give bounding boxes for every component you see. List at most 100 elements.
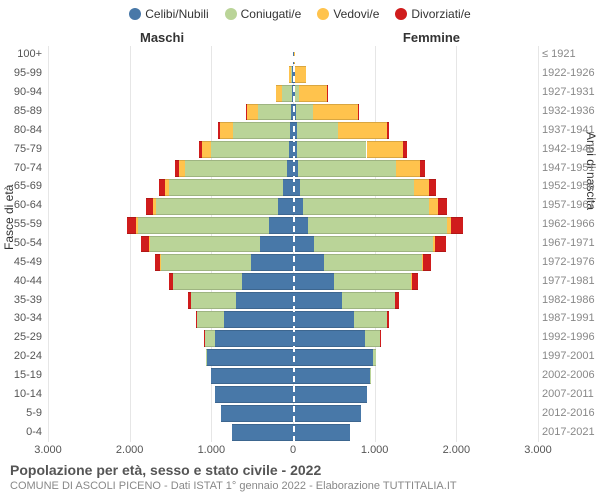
legend-swatch [395,8,407,20]
bar-segment [293,311,354,328]
bar-segment [141,236,149,253]
age-label: 0-4 [0,426,46,438]
x-tick-label: 2.000 [116,444,144,456]
bar-segment [412,273,418,290]
bar-segment [423,254,431,271]
birth-year-label: 1952-1956 [538,180,600,192]
birth-year-label: 1962-1966 [538,218,600,230]
bar-segment [282,85,292,102]
bar-segment [342,292,395,309]
age-label: 45-49 [0,256,46,268]
bar-segment [293,424,350,441]
birth-year-label: 1947-1951 [538,162,600,174]
legend-item: Celibi/Nubili [129,6,208,21]
legend-label: Divorziati/e [411,7,470,21]
bar-segment [387,311,389,328]
population-pyramid-chart: Celibi/Nubili Coniugati/e Vedovi/e Divorzia… [0,0,600,500]
bar-segment [211,141,289,158]
age-label: 60-64 [0,199,46,211]
bar-segment [295,66,306,83]
age-label: 35-39 [0,294,46,306]
bar-segment [269,217,294,234]
bar-segment [300,179,414,196]
bar-segment [293,217,308,234]
x-axis: 3.0002.0001.00001.0002.0003.000 [48,444,538,462]
bar-segment [293,368,370,385]
birth-year-label: 2017-2021 [538,426,600,438]
bar-segment [127,217,136,234]
bar-segment [218,122,220,139]
bar-segment [232,424,293,441]
birth-year-label: 1987-1991 [538,312,600,324]
bar-segment [215,330,293,347]
age-label: 25-29 [0,331,46,343]
bar-segment [138,217,269,234]
bar-segment [395,292,398,309]
bar-segment [297,141,366,158]
age-axis: 100+95-9990-9485-8980-8475-7970-7465-696… [0,46,46,442]
bar-segment [451,217,462,234]
legend-label: Coniugati/e [241,7,302,21]
birth-year-label: 1937-1941 [538,124,600,136]
bar-segment [165,179,169,196]
age-label: 90-94 [0,86,46,98]
legend-swatch [225,8,237,20]
bar-segment [202,141,212,158]
bar-segment [258,104,291,121]
birth-year-label: 1977-1981 [538,275,600,287]
bar-segment [199,141,201,158]
bar-segment [296,104,312,121]
age-label: 100+ [0,48,46,60]
age-label: 30-34 [0,312,46,324]
bar-segment [224,311,293,328]
age-label: 75-79 [0,143,46,155]
bar-segment [293,330,365,347]
birth-year-label: 1922-1926 [538,67,600,79]
bar-segment [293,273,334,290]
bar-segment [313,104,358,121]
bar-segment [175,160,179,177]
age-label: 80-84 [0,124,46,136]
birth-year-label: 1927-1931 [538,86,600,98]
birth-year-label: ≤ 1921 [538,48,600,60]
age-label: 65-69 [0,180,46,192]
bar-segment [403,141,406,158]
birth-year-label: 1997-2001 [538,350,600,362]
bar-segment [191,292,236,309]
birth-year-label: 2007-2011 [538,388,600,400]
bar-segment [365,330,380,347]
bar-segment [220,122,233,139]
birth-year-label: 1932-1936 [538,105,600,117]
bar-segment [188,292,190,309]
birth-year-label: 1967-1971 [538,237,600,249]
legend-label: Celibi/Nubili [145,7,208,21]
legend-item: Divorziati/e [395,6,470,21]
bar-segment [211,368,293,385]
legend-swatch [129,8,141,20]
bar-segment [367,141,404,158]
bar-segment [161,254,251,271]
plot-area [48,46,538,442]
bar-segment [429,179,436,196]
x-tick-label: 3.000 [524,444,552,456]
bar-segment [156,198,279,215]
bar-segment [155,254,161,271]
legend-item: Vedovi/e [317,6,379,21]
bar-segment [215,386,293,403]
bar-segment [358,104,359,121]
bar-segment [289,66,291,83]
birth-year-label: 1992-1996 [538,331,600,343]
bar-segment [354,311,387,328]
x-tick-label: 1.000 [361,444,389,456]
bar-segment [233,122,290,139]
age-label: 5-9 [0,407,46,419]
bar-segment [283,179,293,196]
bar-segment [207,349,293,366]
bar-segment [159,179,165,196]
chart-subtitle: COMUNE DI ASCOLI PICENO - Dati ISTAT 1° … [10,480,457,492]
bar-segment [314,236,432,253]
bar-segment [438,198,447,215]
age-label: 55-59 [0,218,46,230]
age-label: 40-44 [0,275,46,287]
bar-segment [308,217,447,234]
